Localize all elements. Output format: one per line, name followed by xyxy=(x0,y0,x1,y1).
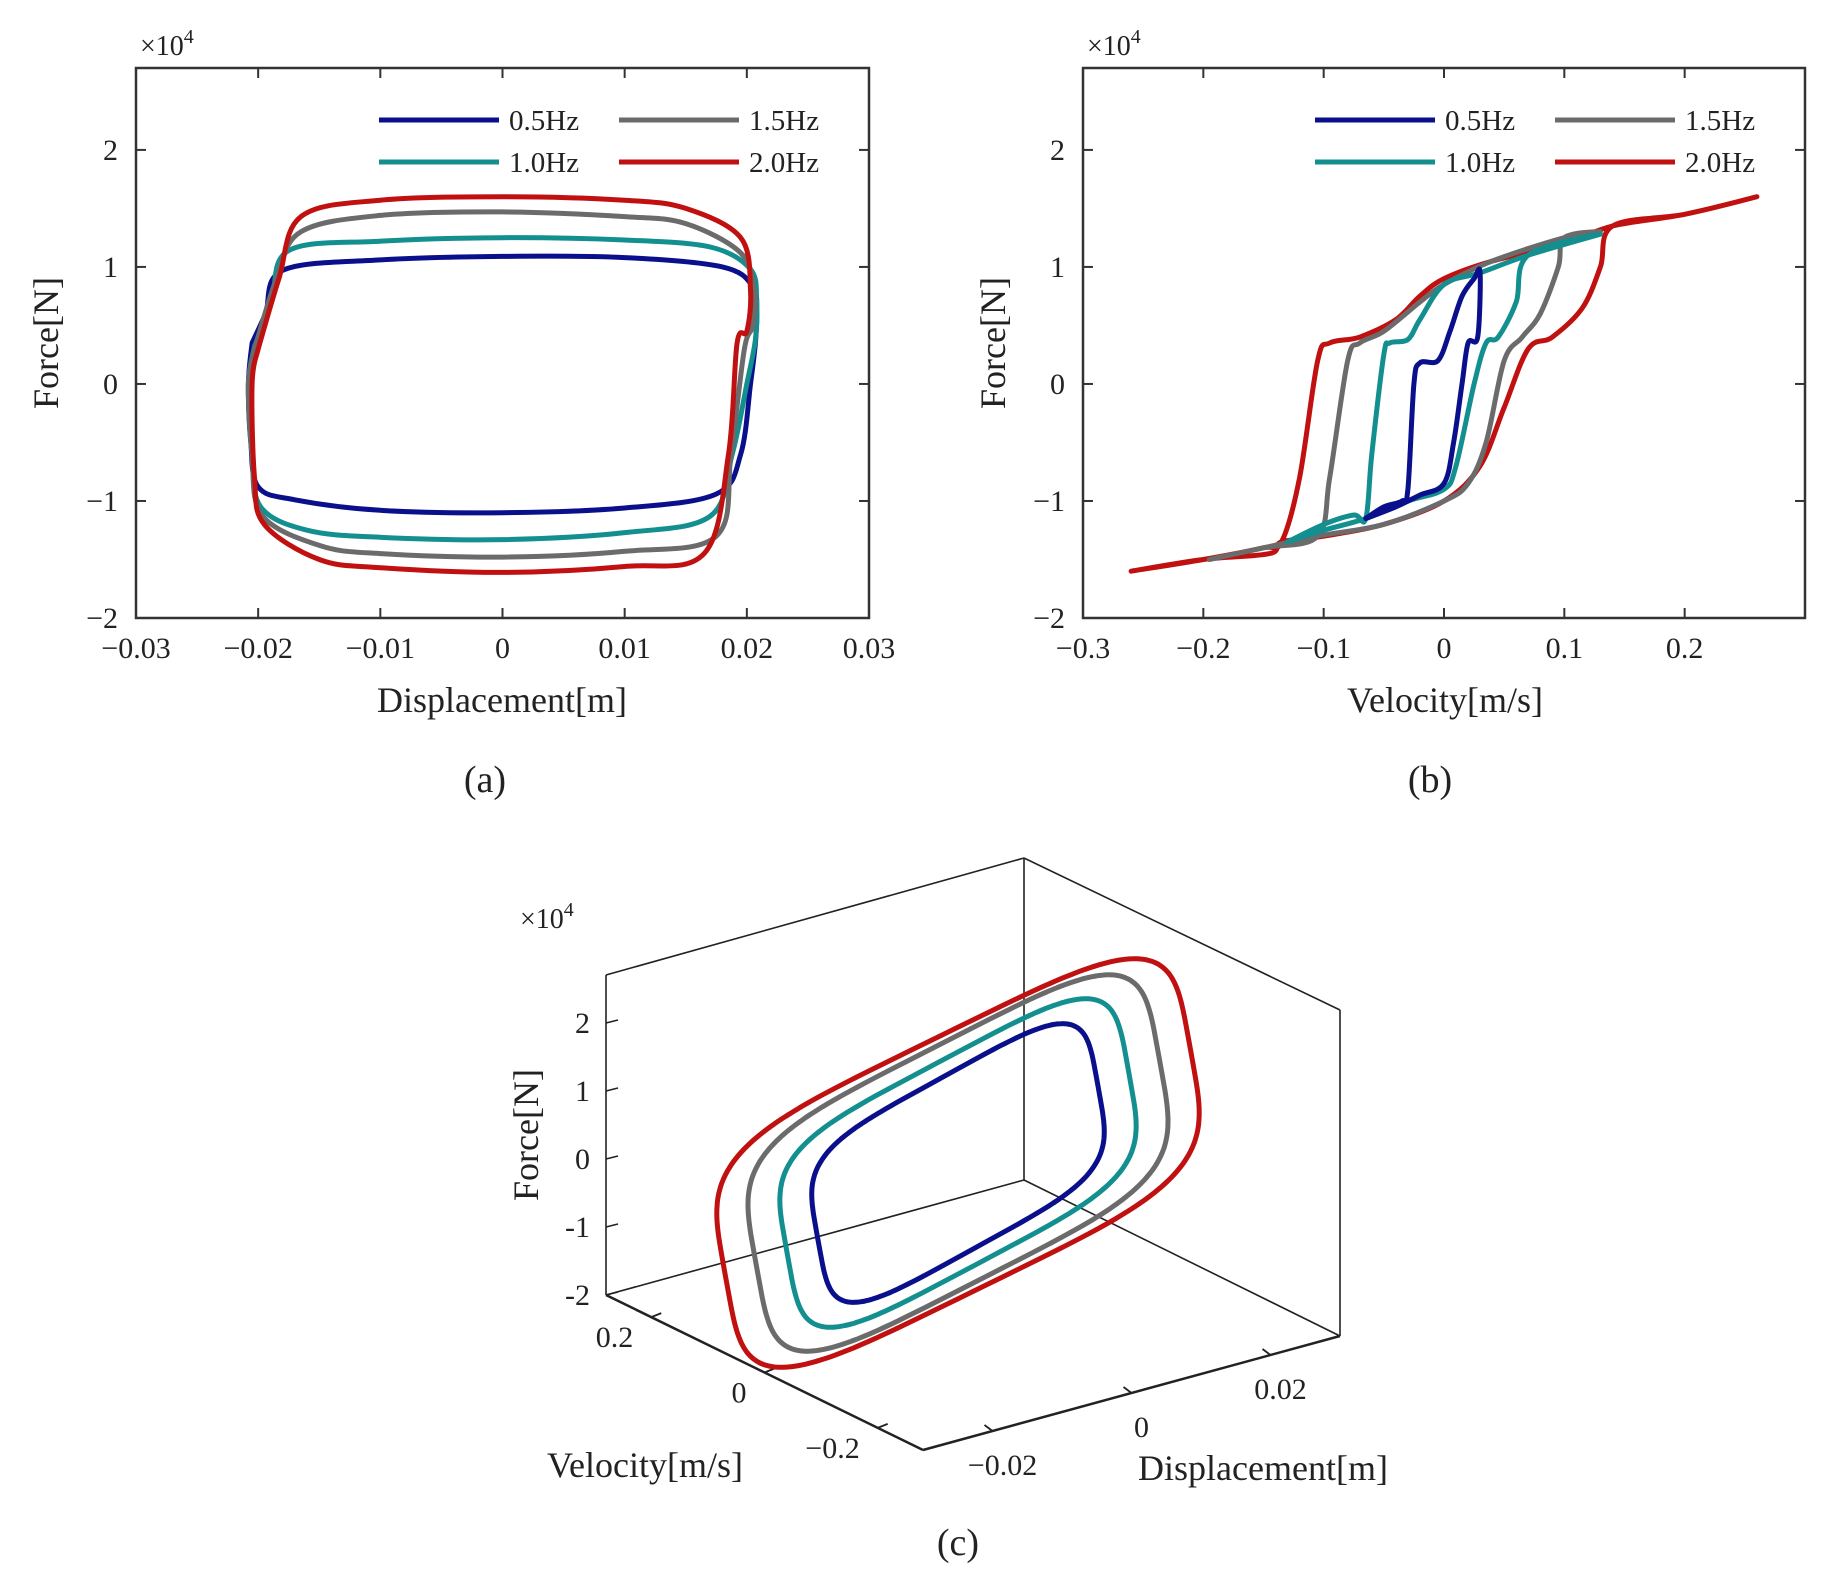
legend-label: 1.5Hz xyxy=(749,105,819,137)
x-tick-label: −0.1 xyxy=(1296,632,1350,665)
x-tick-label: 0.01 xyxy=(598,632,651,665)
panel-a: −0.03 −0.02 −0.01 0 0.01 0.02 0.03 −2 −1 0 1 2 ×104… xyxy=(26,26,895,801)
panel-a-legend: 0.5Hz 1.0Hz 1.5Hz 2.0Hz xyxy=(379,105,819,179)
loop-2_0Hz xyxy=(714,956,1202,1370)
displacement-tick xyxy=(1261,1348,1272,1356)
displacement-tick-label: −0.02 xyxy=(968,1449,1037,1482)
x-tick-label: −0.3 xyxy=(1056,632,1110,665)
panel-c-series xyxy=(714,956,1202,1370)
panel-a-exponent: ×104 xyxy=(140,26,194,62)
displacement-tick xyxy=(1122,1386,1133,1394)
panel-c-ylabel: Force[N] xyxy=(506,1069,546,1201)
velocity-tick xyxy=(650,1312,662,1318)
force-tick xyxy=(605,1291,619,1296)
panel-b-series xyxy=(1128,194,1760,574)
displacement-tick xyxy=(983,1424,994,1432)
panel-a-xlabel: Displacement[m] xyxy=(377,680,627,720)
x-tick-label: 0.2 xyxy=(1666,632,1704,665)
velocity-tick-label: 0.2 xyxy=(596,1321,634,1354)
panel-c-label: (c) xyxy=(937,1522,979,1564)
panel-c-exponent: ×104 xyxy=(520,899,574,935)
y-tick-label: 0 xyxy=(103,368,118,401)
force-tick-label: -2 xyxy=(565,1279,590,1312)
panel-b-ylabel: Force[N] xyxy=(973,277,1013,409)
velocity-tick-label: −0.2 xyxy=(805,1432,859,1465)
panel-b-xlabel: Velocity[m/s] xyxy=(1347,680,1543,720)
panel-a-ylabel: Force[N] xyxy=(26,277,66,409)
force-tick-label: -1 xyxy=(565,1211,590,1244)
legend-label: 1.0Hz xyxy=(1445,147,1515,179)
x-tick-label: −0.03 xyxy=(101,632,170,665)
force-tick-label: 0 xyxy=(575,1143,590,1176)
panel-a-label: (a) xyxy=(464,759,506,801)
x-tick-label: −0.01 xyxy=(346,632,415,665)
legend-label: 1.5Hz xyxy=(1685,105,1755,137)
panel-c-ticks: -2 -1 0 1 2 0.2 0 −0.2 −0.02 0 0.02 xyxy=(565,1007,1307,1482)
panel-b-label: (b) xyxy=(1408,759,1452,801)
series-2_0Hz xyxy=(249,194,754,575)
panel-c-edge xyxy=(605,857,1025,976)
panel-b-ticks: −0.3 −0.2 −0.1 0 0.1 0.2 −2 −1 0 1 2 xyxy=(1033,68,1805,665)
panel-c-xlabel: Displacement[m] xyxy=(1138,1448,1388,1488)
panel-c-box xyxy=(605,857,1341,1452)
force-tick-label: 1 xyxy=(575,1075,590,1108)
series-1_0Hz xyxy=(245,235,760,543)
x-tick-label: 0 xyxy=(1437,632,1452,665)
x-tick-label: 0.02 xyxy=(721,632,774,665)
panel-b: −0.3 −0.2 −0.1 0 0.1 0.2 −2 −1 0 1 2 ×104 Velocity… xyxy=(973,26,1807,801)
displacement-tick-label: 0.02 xyxy=(1254,1373,1307,1406)
x-tick-label: −0.2 xyxy=(1176,632,1230,665)
force-tick xyxy=(605,1019,619,1024)
series-2_0Hz xyxy=(1128,194,1760,574)
legend-label: 0.5Hz xyxy=(1445,105,1515,137)
panel-b-exponent: ×104 xyxy=(1087,26,1141,62)
y-tick-label: −1 xyxy=(86,485,118,518)
velocity-tick xyxy=(877,1423,889,1429)
loop-1_0Hz xyxy=(777,996,1139,1330)
panel-c-edge xyxy=(1023,1179,1341,1337)
series-0_5Hz xyxy=(1363,266,1483,521)
x-tick-label: −0.02 xyxy=(223,632,292,665)
force-tick-label: 2 xyxy=(575,1007,590,1040)
y-tick-label: 1 xyxy=(103,251,118,284)
loop-1_5Hz xyxy=(745,972,1171,1354)
panel-c-edge xyxy=(605,1179,1025,1296)
panel-b-legend: 0.5Hz 1.0Hz 1.5Hz 2.0Hz xyxy=(1315,105,1755,179)
series-1_0Hz xyxy=(1285,231,1603,545)
y-tick-label: 2 xyxy=(1050,134,1065,167)
panel-a-series xyxy=(245,194,760,575)
series-1_5Hz xyxy=(245,209,758,560)
force-tick xyxy=(605,1223,619,1228)
velocity-tick-label: 0 xyxy=(732,1377,747,1410)
y-tick-label: 0 xyxy=(1050,368,1065,401)
y-tick-label: −1 xyxy=(1033,485,1065,518)
force-tick xyxy=(605,1087,619,1092)
legend-label: 1.0Hz xyxy=(509,147,579,179)
legend-label: 2.0Hz xyxy=(749,147,819,179)
series-1_5Hz xyxy=(1206,229,1603,562)
panel-c-zlabel: Velocity[m/s] xyxy=(547,1445,743,1485)
x-tick-label: 0.03 xyxy=(843,632,896,665)
legend-label: 2.0Hz xyxy=(1685,147,1755,179)
legend-label: 0.5Hz xyxy=(509,105,579,137)
x-tick-label: 0.1 xyxy=(1546,632,1584,665)
x-tick-label: 0 xyxy=(495,632,510,665)
y-tick-label: −2 xyxy=(86,602,118,635)
displacement-tick-label: 0 xyxy=(1134,1411,1149,1444)
panel-a-ticks: −0.03 −0.02 −0.01 0 0.01 0.02 0.03 −2 −1 0 1 2 xyxy=(86,68,895,665)
y-tick-label: 1 xyxy=(1050,251,1065,284)
panel-c-edge xyxy=(1023,857,1341,1011)
y-tick-label: −2 xyxy=(1033,602,1065,635)
series-0_5Hz xyxy=(245,253,760,516)
y-tick-label: 2 xyxy=(103,134,118,167)
loop-0_5Hz xyxy=(809,1021,1107,1305)
force-tick xyxy=(605,1155,619,1160)
